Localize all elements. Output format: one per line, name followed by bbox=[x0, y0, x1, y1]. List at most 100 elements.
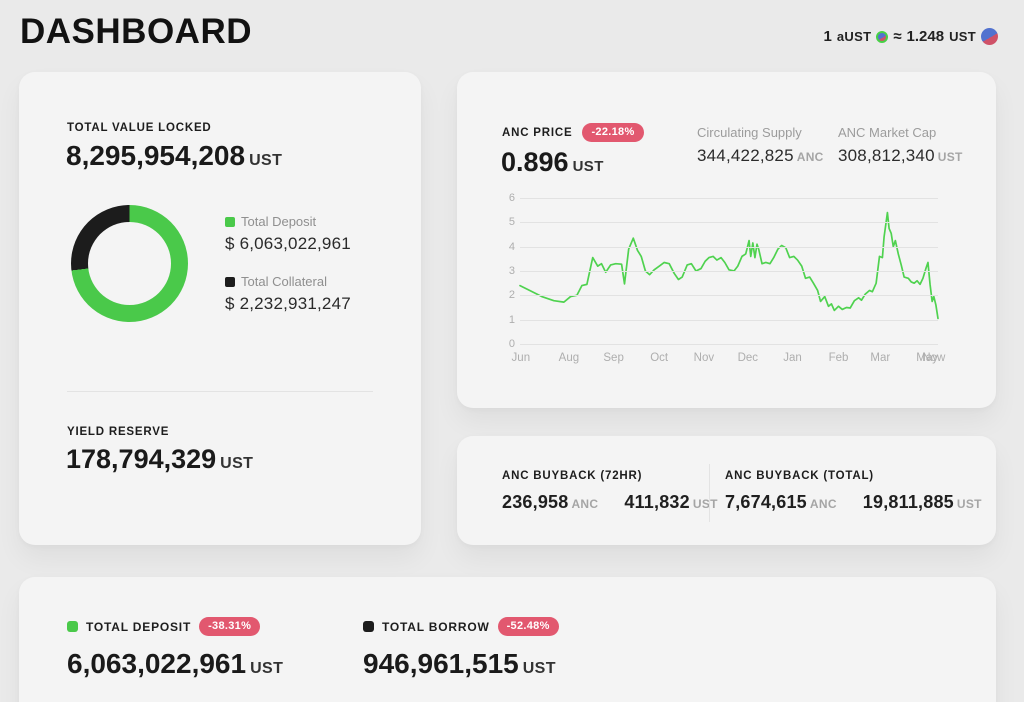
gridline bbox=[520, 344, 938, 345]
x-tick-label: Dec bbox=[737, 352, 759, 364]
x-tick-label: Mar bbox=[870, 352, 891, 364]
rate-amount: 1 bbox=[823, 28, 832, 45]
stat-number: 308,812,340 bbox=[838, 146, 935, 165]
total-deposit-number: 6,063,022,961 bbox=[67, 648, 247, 679]
anc-buyback-total: ANC BUYBACK (TOTAL) 7,674,615 ANC 19,811,… bbox=[725, 470, 982, 513]
buyback-total-anc: 7,674,615 ANC bbox=[725, 492, 837, 512]
anc-price-plot[interactable] bbox=[520, 198, 938, 345]
gridline bbox=[520, 222, 938, 224]
stat-label: Circulating Supply bbox=[697, 125, 802, 140]
gridline bbox=[520, 246, 938, 248]
tvl-value: 8,295,954,208 UST bbox=[66, 140, 282, 172]
gridline bbox=[520, 295, 938, 297]
total-borrow-unit: UST bbox=[522, 660, 556, 677]
yield-reserve-value: 178,794,329 UST bbox=[66, 444, 253, 475]
y-tick-label: 1 bbox=[508, 313, 515, 326]
x-tick-label: Jan bbox=[783, 352, 802, 364]
yield-reserve-label: YIELD RESERVE bbox=[67, 426, 170, 438]
total-borrow-value: 946,961,515 UST bbox=[363, 648, 559, 680]
stat-value: 308,812,340 UST bbox=[838, 146, 963, 166]
anc-price-card: ANC PRICE -22.18% 0.896 UST Circulating S… bbox=[457, 72, 996, 408]
y-tick-label: 5 bbox=[508, 216, 515, 229]
total-deposit-change-badge: -38.31% bbox=[199, 617, 261, 636]
anc-price-line bbox=[520, 198, 938, 344]
buyback-72hr-anc: 236,958 ANC bbox=[502, 492, 599, 512]
anc-price-change-badge: -22.18% bbox=[582, 123, 644, 142]
x-tick-label: Aug bbox=[558, 352, 580, 364]
ust-coin-icon bbox=[981, 28, 998, 45]
y-tick-label: 4 bbox=[508, 240, 515, 253]
anc-price-chart: 0 1 2 3 4 5 6 Jun Aug Sep Oct Nov Dec Jan Feb Mar May No… bbox=[502, 192, 946, 374]
y-tick-label: 3 bbox=[508, 265, 515, 277]
anc-price-value: 0.896 UST bbox=[501, 147, 604, 178]
legend-label: Total Deposit bbox=[241, 214, 317, 229]
deposit-swatch-icon bbox=[225, 216, 235, 227]
deposit-swatch-icon bbox=[67, 621, 78, 632]
yield-unit: UST bbox=[220, 455, 254, 472]
anc-price-x-axis: Jun Aug Sep Oct Nov Dec Jan Feb Mar May Now bbox=[512, 352, 946, 366]
total-borrow-number: 946,961,515 bbox=[363, 648, 519, 679]
buyback-total-label: ANC BUYBACK (TOTAL) bbox=[725, 470, 874, 482]
yield-number: 178,794,329 bbox=[66, 444, 217, 474]
buyback-72hr-ust: 411,832 UST bbox=[624, 492, 718, 512]
exchange-rate: 1 aUST ≈ 1.248 UST bbox=[824, 28, 998, 45]
x-tick-label: Nov bbox=[693, 352, 715, 364]
anc-price-unit: UST bbox=[572, 158, 604, 175]
collateral-swatch-icon bbox=[225, 276, 235, 287]
anc-price-label: ANC PRICE bbox=[502, 126, 573, 139]
total-deposit-label: TOTAL DEPOSIT bbox=[86, 619, 192, 634]
tvl-donut[interactable] bbox=[71, 205, 188, 322]
legend-label: Total Collateral bbox=[241, 274, 327, 289]
circulating-supply-stat: Circulating Supply 344,422,825 ANC bbox=[697, 125, 824, 166]
total-deposit-value: 6,063,022,961 UST bbox=[67, 648, 283, 680]
aust-coin-icon bbox=[876, 30, 889, 43]
divider bbox=[709, 464, 710, 522]
legend-value: $ 6,063,022,961 bbox=[225, 234, 351, 253]
x-tick-label: Now bbox=[922, 352, 946, 364]
x-tick-label: Oct bbox=[650, 352, 669, 364]
tvl-unit: UST bbox=[249, 152, 283, 169]
buyback-72hr-label: ANC BUYBACK (72HR) bbox=[502, 470, 643, 482]
total-borrow-change-badge: -52.48% bbox=[497, 617, 559, 636]
rate-value: 1.248 bbox=[906, 28, 945, 45]
borrow-swatch-icon bbox=[363, 621, 374, 632]
gridline bbox=[520, 271, 938, 272]
total-borrow-label: TOTAL BORROW bbox=[382, 619, 490, 634]
total-deposit-block: TOTAL DEPOSIT -38.31% 6,063,022,961 UST bbox=[67, 617, 283, 680]
total-value-locked-card: TOTAL VALUE LOCKED 8,295,954,208 UST Tota… bbox=[19, 72, 421, 545]
x-tick-label: May bbox=[916, 352, 938, 364]
stat-number: 344,422,825 bbox=[697, 146, 794, 165]
x-tick-label: Jun bbox=[511, 352, 531, 364]
tvl-legend: Total Deposit $ 6,063,022,961 Total Coll… bbox=[225, 214, 351, 314]
total-borrow-block: TOTAL BORROW -52.48% 946,961,515 UST bbox=[363, 617, 559, 680]
stat-unit: ANC bbox=[796, 150, 824, 164]
total-deposit-unit: UST bbox=[250, 660, 284, 677]
tvl-number: 8,295,954,208 bbox=[66, 140, 246, 171]
tvl-label: TOTAL VALUE LOCKED bbox=[67, 122, 212, 134]
y-tick-label: 6 bbox=[508, 192, 515, 204]
gridline bbox=[520, 198, 938, 199]
y-tick-label: 2 bbox=[508, 289, 515, 302]
legend-item-total-collateral: Total Collateral $ 2,232,931,247 bbox=[225, 274, 351, 314]
anc-market-cap-stat: ANC Market Cap 308,812,340 UST bbox=[838, 125, 963, 166]
stat-label: ANC Market Cap bbox=[838, 125, 937, 140]
stat-unit: UST bbox=[937, 150, 963, 164]
rate-from-unit: aUST bbox=[836, 29, 872, 44]
totals-card: TOTAL DEPOSIT -38.31% 6,063,022,961 UST T… bbox=[19, 577, 996, 702]
divider bbox=[67, 391, 373, 392]
x-tick-label: Sep bbox=[603, 352, 624, 364]
anc-buyback-72hr: ANC BUYBACK (72HR) 236,958 ANC 411,832 UST bbox=[502, 470, 718, 513]
rate-to-unit: UST bbox=[949, 29, 976, 44]
gridline bbox=[520, 319, 938, 321]
rate-approx-sign: ≈ bbox=[893, 28, 902, 45]
legend-value: $ 2,232,931,247 bbox=[225, 294, 351, 313]
buyback-total-ust: 19,811,885 UST bbox=[862, 492, 982, 512]
x-tick-label: Feb bbox=[828, 352, 849, 364]
y-tick-label: 0 bbox=[508, 338, 515, 350]
anc-price-polyline bbox=[520, 213, 938, 319]
legend-item-total-deposit: Total Deposit $ 6,063,022,961 bbox=[225, 214, 351, 254]
anc-price-y-axis: 0 1 2 3 4 5 6 bbox=[502, 192, 515, 350]
anc-buyback-card: ANC BUYBACK (72HR) 236,958 ANC 411,832 UST… bbox=[457, 436, 996, 545]
stat-value: 344,422,825 ANC bbox=[697, 146, 824, 166]
